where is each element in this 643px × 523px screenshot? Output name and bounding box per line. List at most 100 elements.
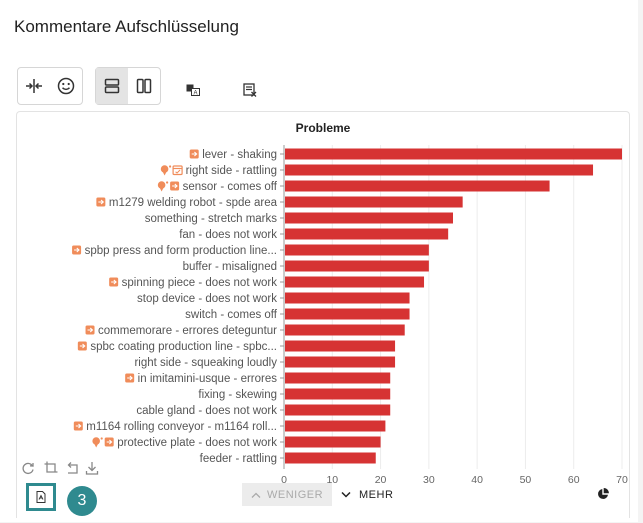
undo-icon: [67, 462, 78, 474]
clear-filter-button[interactable]: [238, 78, 262, 102]
bar[interactable]: [285, 388, 391, 400]
bulb-icon: [92, 437, 103, 448]
bar[interactable]: [285, 372, 391, 384]
show-less-button[interactable]: WENIGER: [242, 483, 332, 506]
bar[interactable]: [285, 452, 376, 464]
reset-icon: [22, 462, 34, 475]
arrow-badge-icon: [77, 341, 87, 351]
arrow-badge-icon: [72, 245, 82, 255]
x-tick-label: 60: [568, 474, 580, 486]
bar[interactable]: [285, 180, 550, 192]
undo-button[interactable]: [64, 460, 80, 476]
calendar-icon: [172, 165, 183, 176]
clear-filter-icon: [243, 83, 257, 97]
split-columns-icon: [26, 79, 42, 93]
category-label[interactable]: in imitamini-usque - errores: [138, 373, 278, 385]
x-tick-label: 0: [281, 474, 287, 486]
arrow-badge-icon: [189, 149, 199, 159]
category-label[interactable]: protective plate - does not work: [117, 437, 277, 449]
show-less-label: WENIGER: [266, 488, 324, 501]
bar[interactable]: [285, 292, 410, 304]
category-label[interactable]: cable gland - does not work: [136, 405, 277, 417]
split-columns-button[interactable]: [18, 68, 50, 104]
arrow-badge-icon: [125, 373, 135, 383]
x-tick-label: 70: [616, 474, 628, 486]
bar[interactable]: [285, 164, 594, 176]
step-badge: 3: [67, 486, 97, 516]
problems-bar-chart: Probleme lever - shaking right side - rat…: [72, 121, 628, 486]
category-label[interactable]: lever - shaking: [202, 149, 277, 161]
category-label[interactable]: switch - comes off: [185, 309, 278, 321]
crop-icon: [44, 461, 58, 473]
category-label[interactable]: spbp press and form production line...: [85, 245, 277, 257]
show-more-label: MEHR: [359, 488, 394, 501]
arrow-badge-icon: [109, 277, 119, 287]
arrow-badge-icon: [73, 421, 83, 431]
bulb-icon: [157, 181, 169, 192]
bar[interactable]: [285, 308, 410, 320]
category-label[interactable]: fan - does not work: [179, 229, 277, 241]
category-label[interactable]: fixing - skewing: [198, 389, 277, 401]
bar[interactable]: [285, 276, 425, 288]
x-tick-label: 10: [326, 474, 338, 486]
rows-layout-icon: [104, 78, 120, 94]
category-label[interactable]: right side - rattling: [186, 165, 277, 177]
category-label[interactable]: m1279 welding robot - spde area: [109, 197, 278, 209]
x-tick-label: 40: [471, 474, 483, 486]
reset-zoom-button[interactable]: [20, 460, 36, 476]
pie-chart-icon: [598, 488, 609, 499]
chevron-down-icon: [341, 491, 351, 498]
bar[interactable]: [285, 196, 463, 208]
category-label[interactable]: stop device - does not work: [137, 293, 277, 305]
x-tick-label: 30: [423, 474, 435, 486]
crop-button[interactable]: [43, 460, 59, 476]
category-label[interactable]: spinning piece - does not work: [122, 277, 278, 289]
translate-button[interactable]: A: [181, 78, 205, 102]
sentiment-button[interactable]: [50, 68, 82, 104]
chart-panel: Probleme lever - shaking right side - rat…: [16, 111, 630, 518]
category-label[interactable]: commemorare - errores deteguntur: [98, 325, 277, 337]
bar[interactable]: [285, 148, 622, 160]
svg-text:A: A: [193, 91, 197, 97]
bar[interactable]: [285, 244, 429, 256]
translate-icon: A: [186, 84, 200, 96]
chevron-up-icon: [251, 492, 261, 498]
show-more-button[interactable]: MEHR: [341, 483, 401, 506]
bar[interactable]: [285, 436, 381, 448]
arrow-badge-icon: [104, 437, 114, 447]
bar[interactable]: [285, 228, 449, 240]
category-label[interactable]: feeder - rattling: [200, 453, 277, 465]
smiley-icon: [57, 77, 75, 95]
category-label[interactable]: m1164 rolling conveyor - m1164 roll...: [86, 421, 277, 433]
bar[interactable]: [285, 324, 405, 336]
download-button[interactable]: [84, 460, 100, 476]
category-label[interactable]: right side - squeaking loudly: [134, 357, 277, 369]
category-label[interactable]: buffer - misaligned: [183, 261, 277, 273]
pdf-export-icon: [36, 491, 46, 503]
bulb-icon: [160, 165, 172, 176]
download-icon: [85, 462, 99, 475]
bar[interactable]: [285, 212, 453, 224]
toolbar-group-layout: [95, 67, 161, 105]
toolbar-group-view: [17, 67, 83, 105]
category-label[interactable]: spbc coating production line - spbc...: [90, 341, 277, 353]
x-tick-label: 50: [520, 474, 532, 486]
arrow-badge-icon: [170, 181, 180, 191]
columns-layout-button[interactable]: [128, 68, 160, 104]
chart-type-button[interactable]: [597, 487, 609, 499]
category-label[interactable]: something - stretch marks: [145, 213, 278, 225]
pdf-export-button[interactable]: [26, 483, 56, 511]
rows-layout-button[interactable]: [96, 68, 128, 104]
arrow-badge-icon: [85, 325, 95, 335]
category-label[interactable]: sensor - comes off: [183, 181, 278, 193]
bar[interactable]: [285, 356, 396, 368]
arrow-badge-icon: [96, 197, 106, 207]
bar[interactable]: [285, 260, 429, 272]
bar[interactable]: [285, 420, 386, 432]
page-title: Kommentare Aufschlüsselung: [14, 17, 239, 36]
bar[interactable]: [285, 340, 396, 352]
bar[interactable]: [285, 404, 391, 416]
chart-title: Probleme: [296, 121, 351, 135]
x-tick-label: 20: [375, 474, 387, 486]
